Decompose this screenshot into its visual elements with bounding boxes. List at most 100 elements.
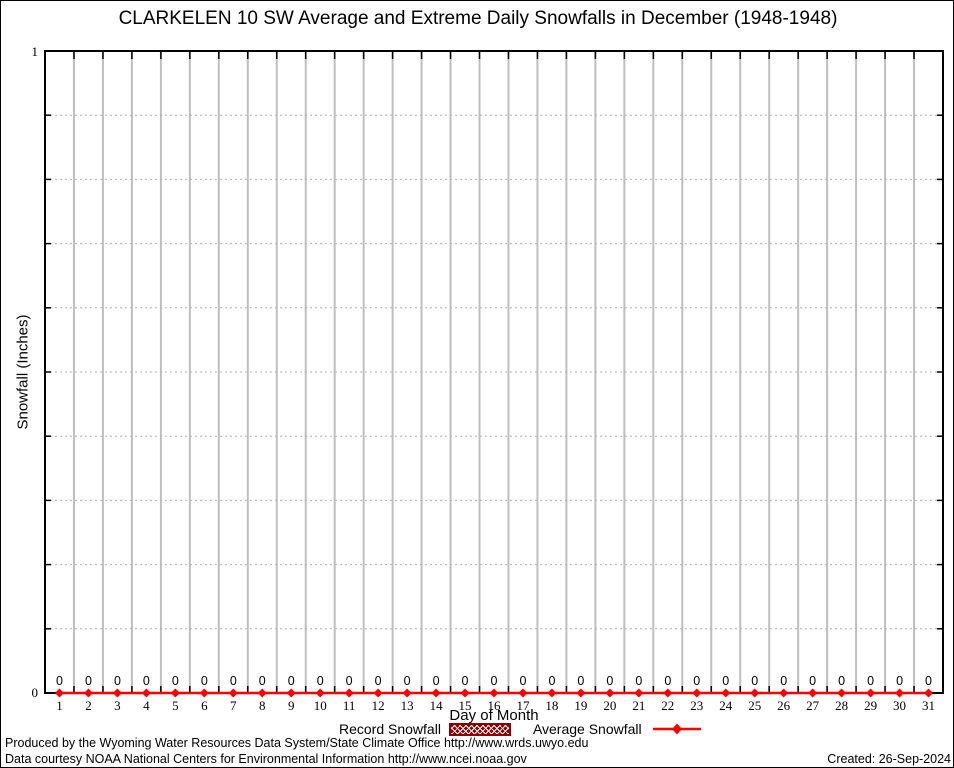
average-snowfall-marker (692, 688, 702, 698)
point-value-label: 0 (693, 674, 700, 688)
x-tick-label: 18 (545, 698, 558, 713)
x-tick-label: 7 (230, 698, 237, 713)
point-value-label: 0 (56, 674, 63, 688)
x-tick-label: 13 (401, 698, 414, 713)
y-axis-label: Snowfall (Inches) (14, 314, 32, 430)
point-value-label: 0 (259, 674, 266, 688)
point-value-label: 0 (548, 674, 555, 688)
average-snowfall-marker (228, 688, 238, 698)
x-tick-label: 9 (288, 698, 295, 713)
average-snowfall-marker (170, 688, 180, 698)
average-snowfall-marker (257, 688, 267, 698)
point-value-label: 0 (491, 674, 498, 688)
average-snowfall-marker (112, 688, 122, 698)
average-snowfall-marker (924, 688, 934, 698)
average-snowfall-marker (605, 688, 615, 698)
average-snowfall-marker (373, 688, 383, 698)
average-snowfall-marker (779, 688, 789, 698)
average-snowfall-marker (634, 688, 644, 698)
x-tick-label: 25 (748, 698, 761, 713)
legend: Record Snowfall Average Snowfall (339, 721, 702, 737)
average-snowfall-marker (402, 688, 412, 698)
x-tick-label: 12 (372, 698, 385, 713)
average-snowfall-marker (721, 688, 731, 698)
average-snowfall-marker (315, 688, 325, 698)
average-snowfall-marker (83, 688, 93, 698)
point-value-label: 0 (635, 674, 642, 688)
average-snowfall-marker (837, 688, 847, 698)
point-value-label: 0 (404, 674, 411, 688)
average-snowfall-marker (431, 688, 441, 698)
x-tick-label: 5 (172, 698, 179, 713)
x-tick-label: 21 (632, 698, 645, 713)
average-snowfall-marker (460, 688, 470, 698)
x-tick-label: 16 (488, 698, 502, 713)
x-tick-label: 26 (777, 698, 791, 713)
x-tick-label: 11 (343, 698, 356, 713)
x-tick-label: 24 (719, 698, 733, 713)
point-value-label: 0 (896, 674, 903, 688)
footer-data-courtesy: Data courtesy NOAA National Centers for … (5, 752, 527, 766)
x-tick-label: 1 (56, 698, 63, 713)
point-value-label: 0 (433, 674, 440, 688)
point-value-label: 0 (519, 674, 526, 688)
point-value-label: 0 (925, 674, 932, 688)
x-tick-label: 14 (430, 698, 444, 713)
point-value-label: 0 (606, 674, 613, 688)
footer-produced-by: Produced by the Wyoming Water Resources … (5, 736, 589, 750)
plot-border (44, 50, 944, 694)
average-snowfall-marker (808, 688, 818, 698)
average-snowfall-marker (518, 688, 528, 698)
record-snowfall-swatch-icon (448, 722, 511, 736)
point-value-label: 0 (317, 674, 324, 688)
average-snowfall-marker (344, 688, 354, 698)
point-value-label: 0 (114, 674, 121, 688)
x-tick-label: 28 (835, 698, 848, 713)
average-snowfall-marker (141, 688, 151, 698)
point-value-label: 0 (838, 674, 845, 688)
point-value-label: 0 (462, 674, 469, 688)
x-tick-label: 10 (314, 698, 327, 713)
average-snowfall-marker (286, 688, 296, 698)
average-snowfall-marker (489, 688, 499, 698)
footer-created-date: Created: 26-Sep-2024 (827, 752, 951, 766)
point-value-label: 0 (201, 674, 208, 688)
average-snowfall-marker (576, 688, 586, 698)
average-snowfall-line-icon (652, 723, 701, 735)
point-value-label: 0 (172, 674, 179, 688)
average-snowfall-marker (54, 688, 64, 698)
x-tick-label: 27 (806, 698, 820, 713)
x-tick-label: 29 (864, 698, 877, 713)
y-tick-label-min: 0 (32, 685, 39, 700)
x-tick-label: 22 (661, 698, 674, 713)
legend-record-label: Record Snowfall (339, 721, 441, 737)
point-value-label: 0 (143, 674, 150, 688)
average-snowfall-marker (663, 688, 673, 698)
chart-title: CLARKELEN 10 SW Average and Extreme Dail… (118, 8, 838, 29)
x-tick-label: 15 (459, 698, 472, 713)
point-value-label: 0 (867, 674, 874, 688)
point-value-label: 0 (809, 674, 816, 688)
x-tick-label: 6 (201, 698, 208, 713)
point-value-label: 0 (85, 674, 92, 688)
point-value-label: 0 (230, 674, 237, 688)
x-axis-label: Day of Month (449, 707, 539, 724)
x-tick-label: 23 (690, 698, 703, 713)
x-tick-label: 3 (114, 698, 121, 713)
average-snowfall-marker (199, 688, 209, 698)
x-tick-label: 19 (574, 698, 587, 713)
x-tick-label: 2 (85, 698, 92, 713)
x-tick-label: 31 (922, 698, 935, 713)
average-snowfall-marker (750, 688, 760, 698)
x-tick-label: 8 (259, 698, 266, 713)
x-tick-label: 20 (603, 698, 616, 713)
average-snowfall-marker (866, 688, 876, 698)
y-tick-label-max: 1 (32, 44, 39, 59)
x-tick-label: 17 (516, 698, 530, 713)
point-value-label: 0 (577, 674, 584, 688)
x-tick-label: 30 (893, 698, 906, 713)
average-snowfall-marker (895, 688, 905, 698)
point-value-label: 0 (780, 674, 787, 688)
